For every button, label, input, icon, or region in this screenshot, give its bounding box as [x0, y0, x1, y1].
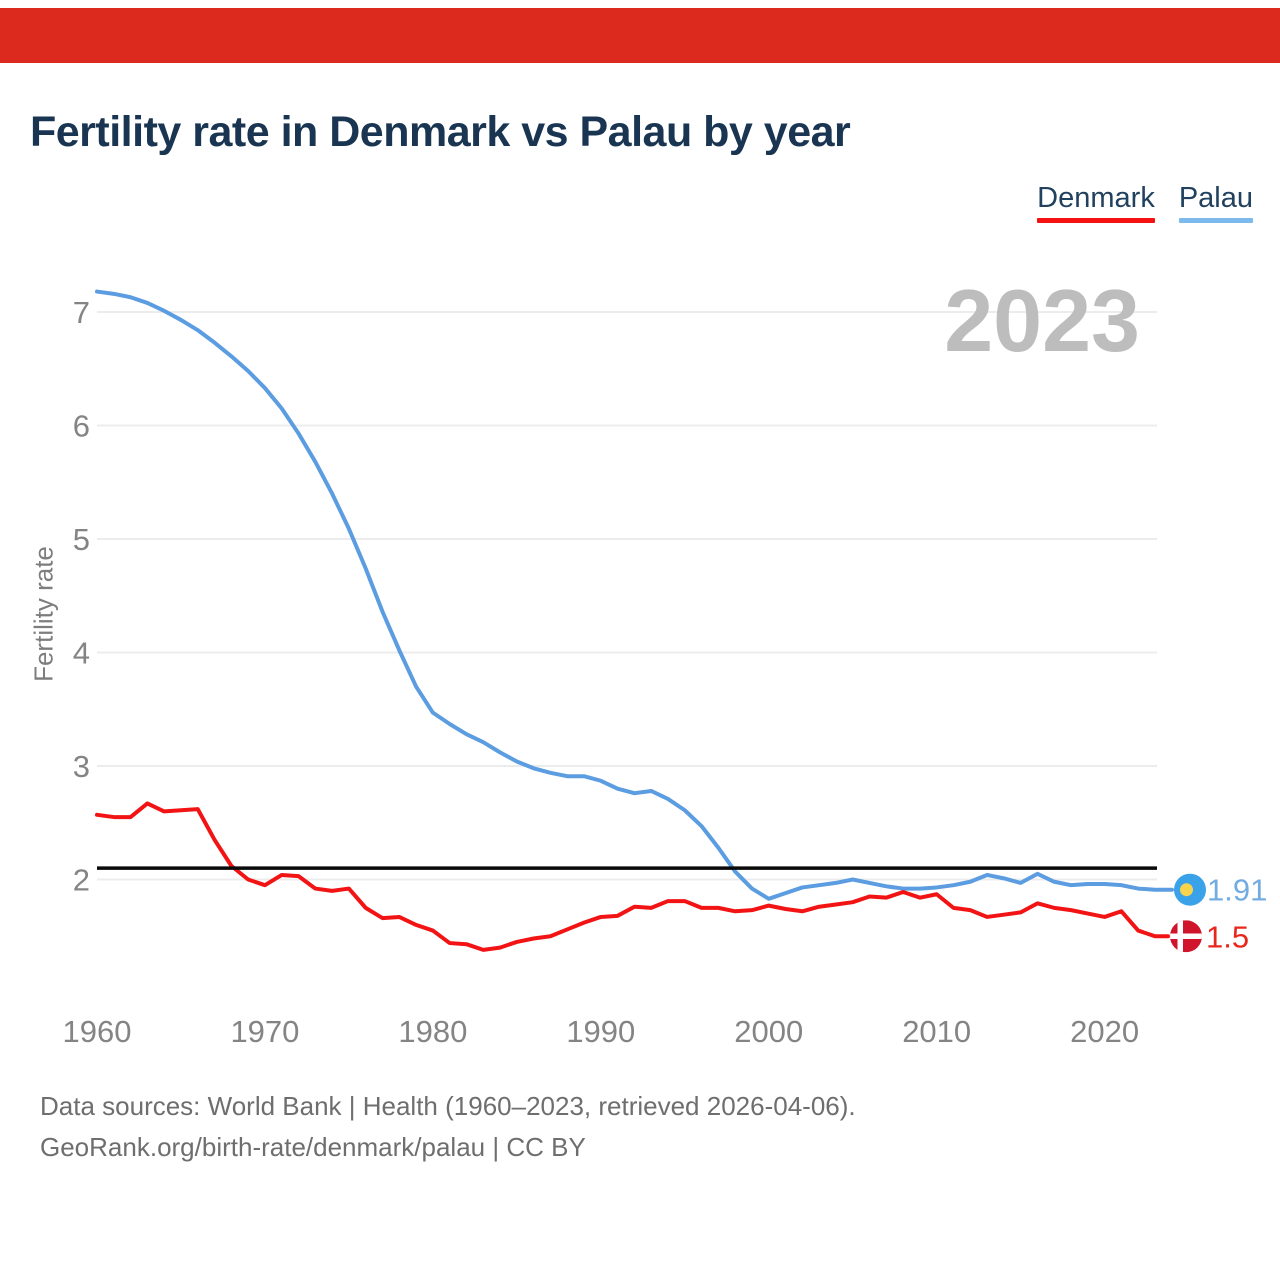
y-tick-label: 3 — [73, 749, 90, 784]
footer-license: GeoRank.org/birth-rate/denmark/palau | C… — [40, 1132, 586, 1162]
x-tick-label: 1980 — [398, 1014, 467, 1049]
palau-flag-icon — [1174, 873, 1206, 906]
legend-underline-palau — [1178, 218, 1253, 223]
y-tick-label: 5 — [73, 522, 90, 557]
legend-underline-denmark — [1037, 218, 1155, 223]
annotation-layer: 1.91 1.5 — [97, 866, 1267, 954]
legend-item-denmark[interactable]: Denmark — [1037, 184, 1155, 223]
legend: Denmark Palau — [1037, 184, 1253, 223]
watermark-layer: 2023 — [944, 271, 1140, 370]
x-tick-label: 2020 — [1070, 1014, 1139, 1049]
grid-layer: 2 3 4 5 6 7 1960 1970 1980 1990 2000 2010 2020 — [63, 295, 1157, 1049]
legend-label-palau: Palau — [1178, 182, 1253, 214]
watermark-year: 2023 — [944, 271, 1140, 370]
denmark-flag-icon — [1170, 920, 1202, 953]
x-tick-label: 1960 — [63, 1014, 132, 1049]
legend-item-palau[interactable]: Palau — [1178, 182, 1253, 223]
denmark-end-value: 1.5 — [1206, 919, 1249, 954]
footer: Data sources: World Bank | Health (1960–… — [40, 1086, 856, 1168]
y-tick-label: 6 — [73, 409, 90, 444]
denmark-line — [95, 801, 1170, 952]
denmark-flag-cross-h — [1170, 933, 1202, 939]
footer-sources: Data sources: World Bank | Health (1960–… — [40, 1091, 856, 1121]
y-tick-label: 4 — [73, 636, 90, 671]
legend-label-denmark: Denmark — [1037, 182, 1155, 214]
y-tick-label: 7 — [73, 295, 90, 330]
top-banner — [0, 8, 1280, 63]
palau-end-value: 1.91 — [1207, 873, 1267, 908]
page-title: Fertility rate in Denmark vs Palau by ye… — [30, 108, 851, 156]
x-tick-label: 2010 — [902, 1014, 971, 1049]
x-tick-label: 1990 — [566, 1014, 635, 1049]
x-tick-label: 2000 — [734, 1014, 803, 1049]
x-tick-label: 1970 — [230, 1014, 299, 1049]
palau-flag-sun — [1180, 883, 1193, 897]
palau-line — [95, 289, 1174, 901]
y-tick-label: 2 — [73, 863, 90, 898]
series-layer — [95, 289, 1174, 952]
